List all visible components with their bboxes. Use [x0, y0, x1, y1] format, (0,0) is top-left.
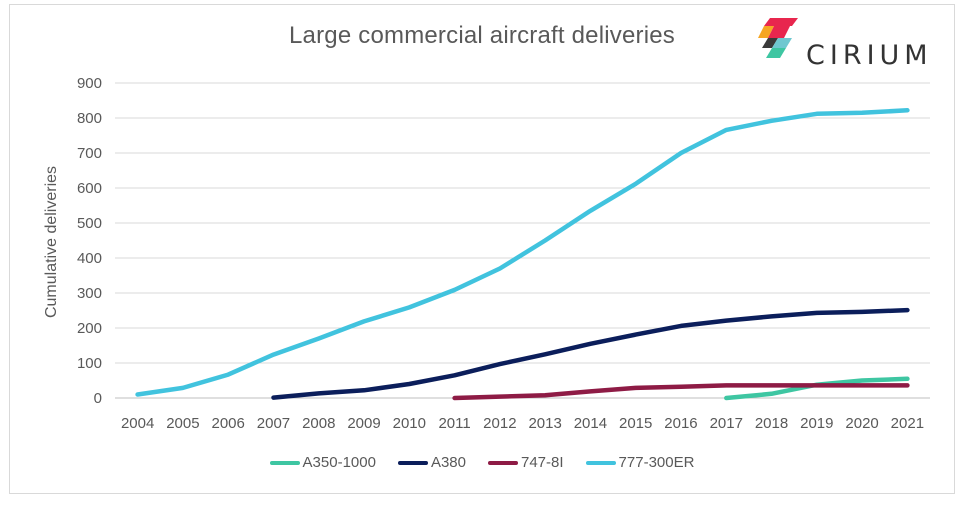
- y-tick-label: 200: [77, 320, 102, 337]
- legend-label: 777-300ER: [618, 454, 695, 471]
- x-tick-label: 2018: [755, 415, 788, 432]
- x-tick-label: 2014: [574, 415, 607, 432]
- chart-frame: [9, 4, 955, 494]
- x-tick-label: 2017: [710, 415, 743, 432]
- chart-legend: A350-1000 A380 747-8I 777-300ER: [0, 454, 964, 471]
- y-tick-label: 700: [77, 145, 102, 162]
- x-tick-label: 2011: [438, 415, 470, 432]
- y-tick-label: 300: [77, 285, 102, 302]
- x-tick-label: 2020: [845, 415, 878, 432]
- y-tick-label: 0: [94, 390, 102, 407]
- legend-label: A380: [430, 454, 466, 471]
- legend-item-a350-1000: A350-1000: [269, 454, 376, 471]
- legend-swatch: [585, 460, 616, 465]
- y-tick-label: 800: [77, 110, 102, 127]
- legend-swatch: [269, 460, 300, 465]
- cirium-logo: [758, 18, 798, 58]
- y-tick-label: 400: [77, 250, 102, 267]
- x-tick-label: 2016: [664, 415, 697, 432]
- legend-item-747-8i: 747-8I: [488, 454, 564, 471]
- legend-item-777-300er: 777-300ER: [585, 454, 695, 471]
- legend-label: A350-1000: [302, 454, 376, 471]
- legend-swatch: [397, 460, 428, 465]
- cirium-brand-name: CIRIUM: [806, 40, 933, 71]
- x-tick-label: 2009: [347, 415, 380, 432]
- chart-title: Large commercial aircraft deliveries: [289, 22, 675, 49]
- x-tick-label: 2021: [891, 415, 924, 432]
- x-tick-label: 2012: [483, 415, 516, 432]
- x-tick-label: 2013: [528, 415, 561, 432]
- x-tick-label: 2006: [212, 415, 245, 432]
- x-tick-label: 2019: [800, 415, 833, 432]
- y-tick-label: 900: [77, 75, 102, 92]
- y-tick-label: 600: [77, 180, 102, 197]
- legend-swatch: [488, 460, 518, 465]
- legend-item-a380: A380: [397, 454, 466, 471]
- series-line-a380: [271, 307, 910, 400]
- x-tick-label: 2004: [121, 415, 154, 432]
- y-tick-label: 500: [77, 215, 102, 232]
- x-tick-label: 2005: [166, 415, 199, 432]
- y-tick-label: 100: [77, 355, 102, 372]
- series-line-a350-1000: [724, 376, 910, 401]
- series-line-777-300er: [135, 108, 910, 397]
- x-tick-label: 2015: [619, 415, 652, 432]
- legend-label: 747-8I: [521, 454, 564, 471]
- x-tick-label: 2008: [302, 415, 335, 432]
- series-line-747-8i: [452, 383, 910, 401]
- x-tick-label: 2007: [257, 415, 290, 432]
- x-tick-label: 2010: [393, 415, 426, 432]
